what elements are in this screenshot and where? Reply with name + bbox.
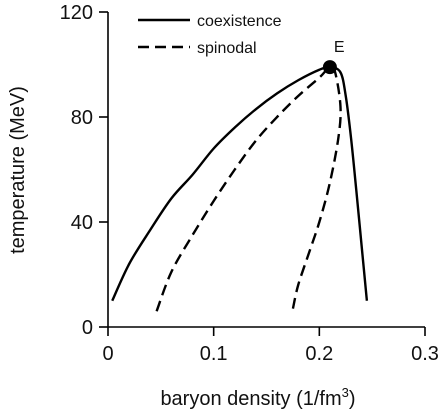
x-tick-label: 0.3 [411,343,439,365]
x-axis-title-close: ) [349,388,356,410]
x-tick-label: 0 [102,343,113,365]
x-axis-title: baryon density (1/fm3) [160,385,355,410]
x-tick-label: 0.1 [200,343,228,365]
series-line-coexistence [111,65,369,302]
critical-point-marker [322,60,337,75]
x-axis-title-main: baryon density (1/fm [160,388,341,410]
markers: E [322,39,345,75]
ticks: 0 0.1 0.2 0.3 0 40 80 120 [60,2,439,365]
curves [111,65,369,312]
legend: coexistence spinodal [138,13,282,57]
y-tick-label: 80 [71,107,93,129]
series-line-spinodal [155,65,342,312]
y-tick-label: 0 [82,317,93,339]
y-tick-label: 40 [71,212,93,234]
legend-label-spinodal: spinodal [197,40,257,57]
y-tick-label: 120 [60,2,93,24]
y-axis-title: temperature (MeV) [7,86,29,254]
critical-point-label: E [334,39,345,56]
x-axis-title-superscript: 3 [342,385,349,400]
axes [107,12,425,328]
legend-label-coexistence: coexistence [197,13,282,30]
x-tick-label: 0.2 [305,343,333,365]
